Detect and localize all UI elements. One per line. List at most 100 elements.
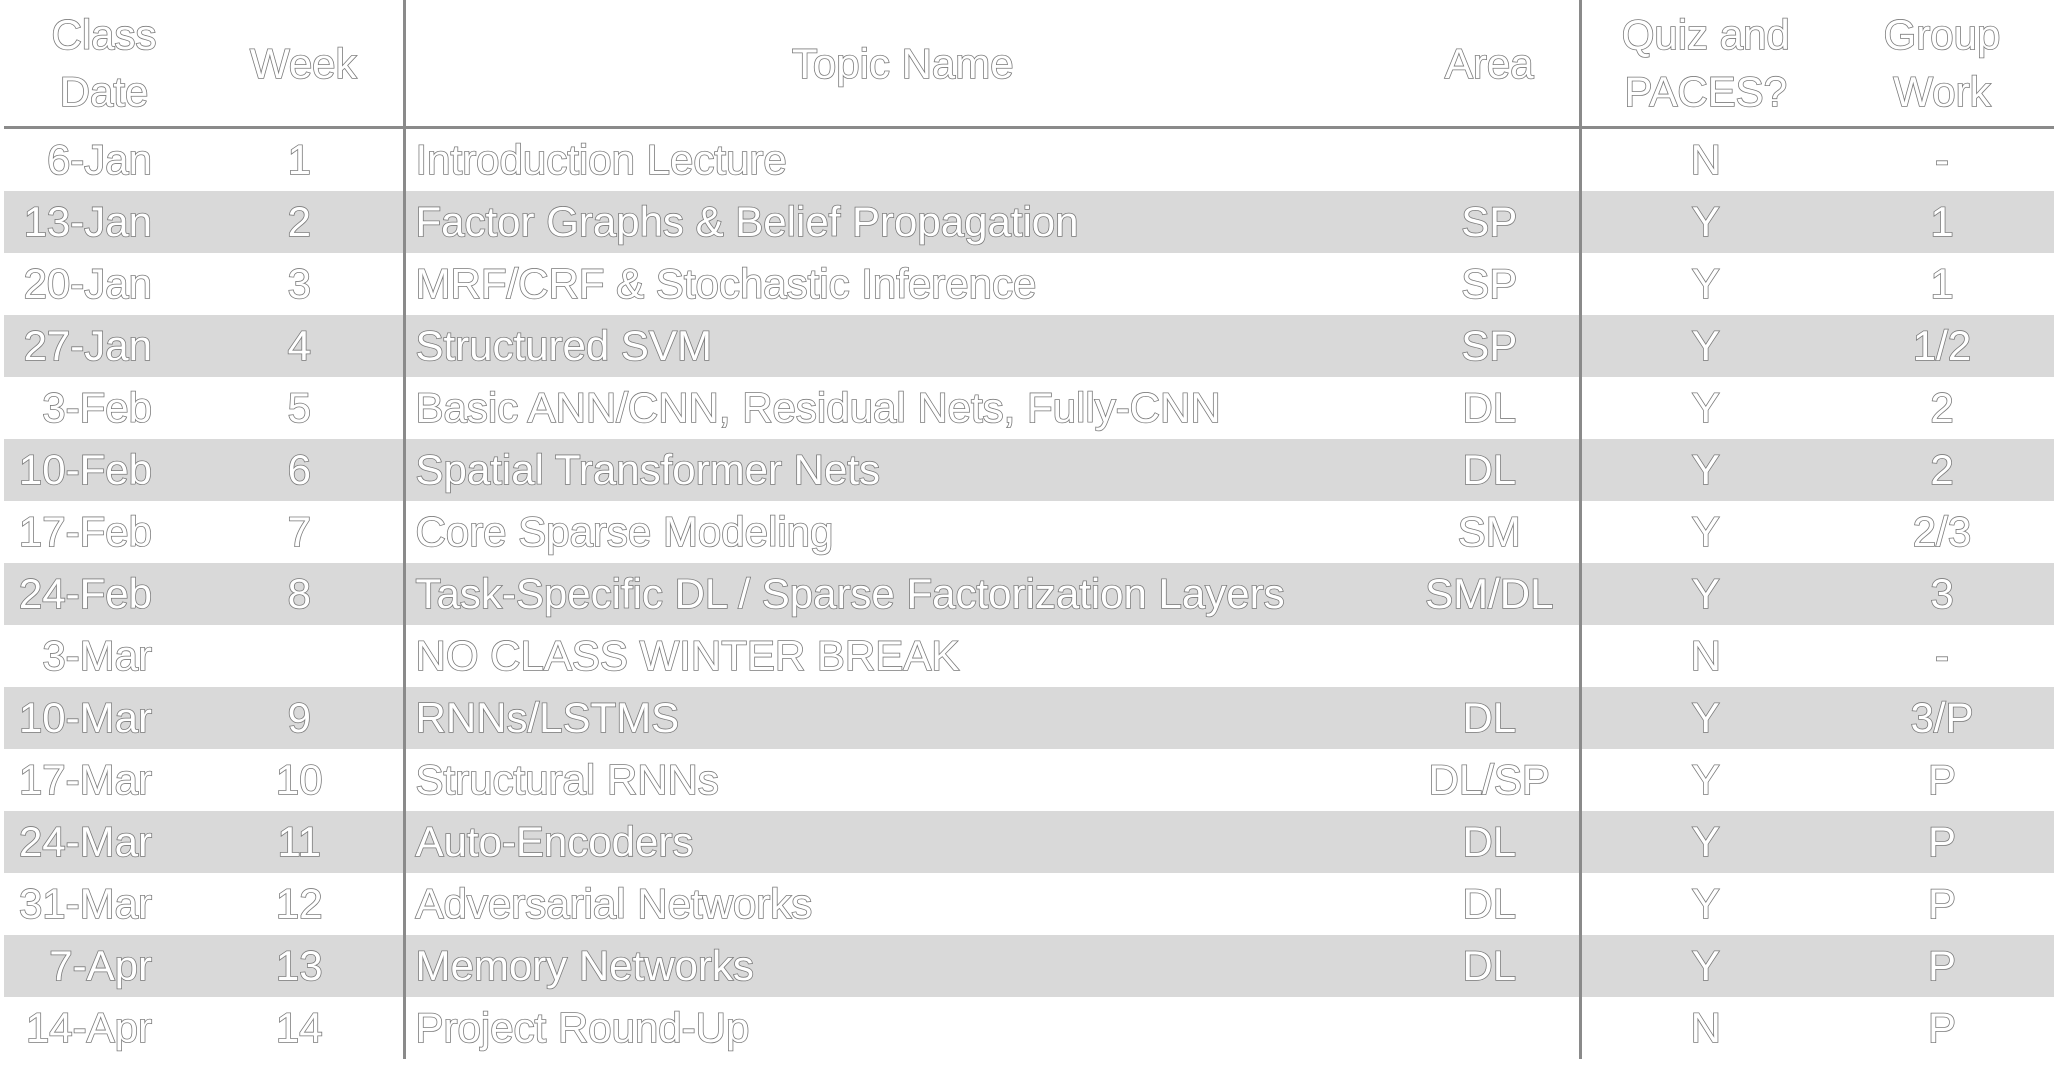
area-cell: SP: [1400, 191, 1582, 253]
week-cell: 4: [204, 315, 406, 377]
topic-name-cell: Introduction Lecture: [402, 127, 1400, 191]
week-cell: 11: [204, 811, 406, 873]
quiz-cell: Y: [1578, 501, 1830, 563]
week-cell: 12: [204, 873, 406, 935]
class-date-cell: 14-Apr: [25, 1003, 153, 1052]
area-cell: [1400, 625, 1582, 687]
quiz-cell: Y: [1578, 253, 1830, 315]
class-date-cell: 27-Jan: [4, 315, 204, 377]
week-cell: 9: [204, 687, 406, 749]
week-cell: [204, 625, 406, 687]
topic-name-cell: Memory Networks: [402, 935, 1400, 997]
course-schedule-table: Class Date Week Topic Name Area Quiz and…: [4, 0, 2054, 1059]
week-cell: 7: [204, 501, 406, 563]
quiz-cell: Y: [1578, 811, 1830, 873]
topic-name-cell: Project Round-Up: [402, 997, 1400, 1059]
week-cell: 5: [204, 377, 406, 439]
group-work-cell: 1/2: [1830, 315, 2054, 377]
quiz-cell: Y: [1578, 873, 1830, 935]
topic-name-cell: Factor Graphs & Belief Propagation: [402, 191, 1400, 253]
header-topic-name: Topic Name: [402, 0, 1400, 129]
group-work-cell: 3/P: [1830, 687, 2054, 749]
area-cell: DL: [1400, 377, 1582, 439]
table-row: 7-Apr 13 Memory Networks DL Y P: [4, 935, 2054, 997]
quiz-cell: Y: [1578, 563, 1830, 625]
week-cell: 3: [204, 253, 406, 315]
area-cell: SP: [1400, 315, 1582, 377]
class-date-cell: 3-Feb: [41, 383, 152, 432]
week-cell: 2: [204, 191, 406, 253]
class-date-cell: 17-Feb: [18, 507, 153, 556]
table-row: 24-Feb 8 Task-Specific DL / Sparse Factori…: [4, 563, 2054, 625]
table-row: 31-Mar 12 Adversarial Networks DL Y P: [4, 873, 2054, 935]
header-quiz-line-2: PACES?: [1624, 67, 1788, 116]
group-work-cell: 1: [1830, 191, 2054, 253]
topic-name-cell: Auto-Encoders: [402, 811, 1400, 873]
area-cell: [1400, 127, 1582, 191]
table-row: 27-Jan 4 Structured SVM SP Y 1/2: [4, 315, 2054, 377]
class-date-cell: 24-Feb: [4, 563, 204, 625]
group-work-cell: P: [1830, 935, 2054, 997]
topic-name-cell: RNNs/LSTMS: [402, 687, 1400, 749]
header-quiz: Quiz and PACES?: [1578, 0, 1830, 129]
header-area: Area: [1400, 0, 1582, 129]
table-row: 10-Feb 6 Spatial Transformer Nets DL Y 2: [4, 439, 2054, 501]
table-body: 6-Jan 1 Introduction Lecture N -13-Jan 2 Facto…: [4, 127, 2054, 1059]
header-group-work: Group Work: [1830, 0, 2054, 129]
table-row: 24-Mar 11 Auto-Encoders DL Y P: [4, 811, 2054, 873]
week-cell: 14: [204, 997, 406, 1059]
class-date-cell: 6-Jan: [46, 135, 153, 184]
topic-name-cell: Structured SVM: [402, 315, 1400, 377]
quiz-cell: Y: [1578, 191, 1830, 253]
topic-name-cell: Basic ANN/CNN, Residual Nets, Fully-CNN: [402, 377, 1400, 439]
table-row: 13-Jan 2 Factor Graphs & Belief Propagatio…: [4, 191, 2054, 253]
group-work-cell: P: [1927, 879, 1957, 928]
class-date-cell: 3-Mar: [42, 631, 153, 680]
table-header: Class Date Week Topic Name Area Quiz and…: [4, 0, 2054, 129]
table-row: 14-Apr 14 Project Round-Up N P: [4, 997, 2054, 1059]
quiz-cell: Y: [1578, 315, 1830, 377]
table-row: 17-Mar 10 Structural RNNs DL/SP Y P: [4, 749, 2054, 811]
header-class-date: Class Date: [4, 0, 204, 129]
class-date-cell: 31-Mar: [18, 879, 153, 928]
class-date-cell: 13-Jan: [4, 191, 204, 253]
group-work-cell: -: [1934, 135, 1950, 184]
area-cell: DL: [1400, 687, 1582, 749]
table-row: 20-Jan 3 MRF/CRF & Stochastic Inference SP Y…: [4, 253, 2054, 315]
week-cell: 13: [204, 935, 406, 997]
area-cell: DL/SP: [1400, 749, 1582, 811]
quiz-cell: N: [1578, 127, 1830, 191]
area-cell: [1400, 997, 1582, 1059]
group-work-cell: P: [1927, 755, 1957, 804]
area-cell: SP: [1400, 253, 1582, 315]
class-date-cell: 10-Feb: [4, 439, 204, 501]
topic-name-cell: Spatial Transformer Nets: [402, 439, 1400, 501]
quiz-cell: Y: [1578, 749, 1830, 811]
class-date-cell: 10-Mar: [4, 687, 204, 749]
group-work-cell: P: [1830, 811, 2054, 873]
topic-name-cell: Core Sparse Modeling: [402, 501, 1400, 563]
group-work-cell: 2: [1930, 383, 1955, 432]
header-class-date-line-1: Class: [51, 10, 158, 59]
table-row: 17-Feb 7 Core Sparse Modeling SM Y 2/3: [4, 501, 2054, 563]
class-date-cell: 20-Jan: [23, 259, 153, 308]
area-cell: DL: [1400, 873, 1582, 935]
table-row: 10-Mar 9 RNNs/LSTMS DL Y 3/P: [4, 687, 2054, 749]
header-quiz-line-1: Quiz and: [1621, 10, 1791, 59]
table-row: 6-Jan 1 Introduction Lecture N -: [4, 127, 2054, 191]
quiz-cell: Y: [1578, 687, 1830, 749]
area-cell: DL: [1400, 439, 1582, 501]
group-work-cell: 2/3: [1912, 507, 1972, 556]
class-date-cell: 17-Mar: [18, 755, 153, 804]
header-group-work-line-2: Work: [1893, 67, 1992, 116]
table-row: 3-Mar NO CLASS WINTER BREAK N -: [4, 625, 2054, 687]
week-cell: 6: [204, 439, 406, 501]
header-group-work-line-1: Group: [1883, 10, 2001, 59]
week-cell: 1: [204, 127, 406, 191]
header-class-date-line-2: Date: [59, 67, 149, 116]
quiz-cell: Y: [1578, 439, 1830, 501]
topic-name-cell: NO CLASS WINTER BREAK: [402, 625, 1400, 687]
table-row: 3-Feb 5 Basic ANN/CNN, Residual Nets, Full…: [4, 377, 2054, 439]
topic-name-cell: MRF/CRF & Stochastic Inference: [402, 253, 1400, 315]
